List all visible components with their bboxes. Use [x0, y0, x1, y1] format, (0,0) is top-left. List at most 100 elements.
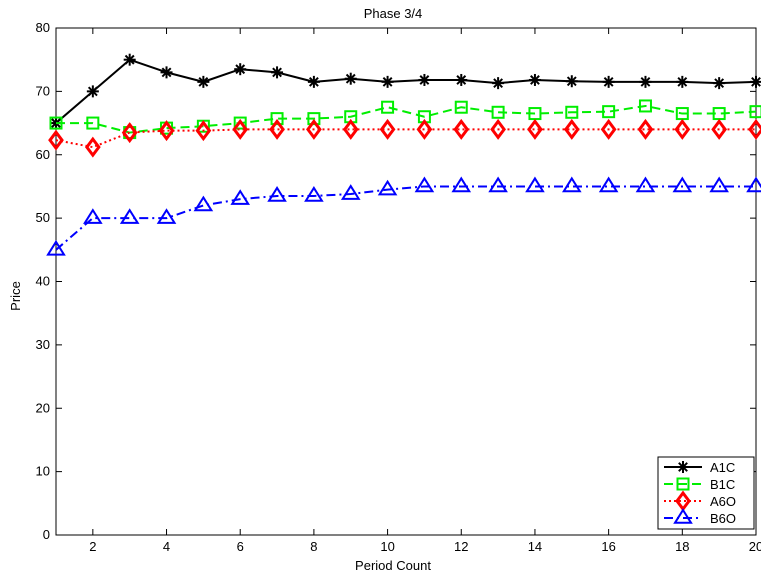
data-point — [86, 85, 99, 98]
legend-item: A1C — [664, 460, 735, 475]
data-point — [748, 118, 761, 140]
data-point — [711, 118, 728, 140]
data-point — [340, 184, 361, 200]
data-point — [639, 75, 652, 88]
data-point — [746, 176, 761, 193]
x-tick-label: 6 — [237, 539, 244, 554]
data-point — [48, 129, 64, 151]
data-point — [602, 105, 616, 119]
data-point — [676, 477, 690, 491]
data-point — [233, 116, 247, 130]
data-point — [492, 77, 505, 90]
data-point — [672, 176, 693, 193]
data-point — [156, 208, 177, 224]
x-tick-label: 20 — [749, 539, 761, 554]
legend-item: B6O — [664, 508, 736, 526]
data-point — [455, 73, 468, 86]
data-point — [86, 116, 100, 130]
data-point — [160, 66, 173, 79]
legend-box — [657, 456, 755, 530]
x-axis-label: Period Count — [355, 558, 431, 573]
y-tick-label: 60 — [36, 147, 50, 162]
y-tick-label: 0 — [43, 527, 50, 542]
chart-title: Phase 3/4 — [364, 6, 423, 21]
data-point — [677, 461, 689, 473]
x-tick-label: 16 — [601, 539, 615, 554]
legend-label: B1C — [710, 477, 735, 492]
data-point — [158, 120, 175, 142]
data-point — [269, 118, 285, 140]
data-point — [307, 75, 320, 88]
data-point — [638, 99, 652, 113]
data-point — [749, 105, 761, 119]
data-point — [270, 112, 284, 126]
data-point — [598, 176, 619, 193]
data-point — [414, 176, 435, 193]
data-point — [381, 75, 394, 88]
y-tick-label: 10 — [36, 464, 50, 479]
legend-label: B6O — [710, 511, 736, 526]
data-point — [635, 176, 656, 193]
y-tick-label: 50 — [36, 210, 50, 225]
data-point — [454, 100, 468, 114]
data-point — [565, 75, 578, 88]
y-tick-label: 40 — [36, 274, 50, 289]
data-point — [561, 176, 582, 193]
data-point — [673, 508, 693, 524]
data-point — [488, 176, 508, 193]
data-point — [193, 195, 214, 212]
legend-label: A1C — [710, 460, 735, 475]
data-point — [234, 63, 247, 76]
y-tick-label: 30 — [36, 337, 50, 352]
series-line — [55, 58, 757, 124]
series-a6o — [48, 118, 761, 158]
data-point — [307, 112, 321, 126]
data-point — [416, 118, 433, 140]
x-tick-label: 8 — [310, 539, 317, 554]
data-point — [674, 118, 691, 140]
data-point — [344, 72, 357, 85]
data-point — [713, 77, 726, 90]
x-tick-label: 4 — [163, 539, 170, 554]
data-point — [418, 73, 431, 86]
data-point — [379, 118, 396, 140]
data-point — [46, 239, 66, 256]
series-b1c — [49, 99, 761, 140]
data-point — [600, 118, 617, 140]
legend-item: B1C — [664, 477, 735, 492]
data-point — [84, 136, 101, 158]
data-point — [267, 186, 287, 202]
data-point — [119, 208, 140, 224]
data-point — [306, 118, 322, 140]
data-point — [527, 118, 543, 140]
data-point — [453, 118, 470, 140]
legend-label: A6O — [710, 494, 736, 509]
series-a1c — [50, 53, 761, 130]
y-tick-label: 20 — [36, 400, 50, 415]
data-point — [451, 176, 472, 193]
x-tick-label: 18 — [675, 539, 689, 554]
data-point — [342, 118, 359, 140]
data-point — [565, 105, 579, 119]
data-point — [195, 120, 212, 142]
data-point — [381, 100, 395, 114]
data-point — [525, 176, 545, 193]
data-point — [490, 118, 506, 140]
data-point — [83, 208, 103, 224]
data-point — [197, 75, 210, 88]
x-tick-label: 10 — [380, 539, 394, 554]
data-point — [750, 75, 761, 88]
data-point — [377, 179, 398, 196]
data-point — [528, 73, 541, 86]
y-axis-label: Price — [8, 281, 23, 311]
data-point — [121, 122, 138, 144]
data-point — [563, 118, 580, 140]
data-point — [49, 116, 63, 130]
x-tick-label: 14 — [528, 539, 542, 554]
x-tick-label: 2 — [89, 539, 96, 554]
x-tick-label: 12 — [454, 539, 468, 554]
data-point — [637, 118, 654, 140]
data-point — [232, 118, 249, 140]
data-point — [123, 53, 136, 66]
data-point — [271, 66, 284, 79]
